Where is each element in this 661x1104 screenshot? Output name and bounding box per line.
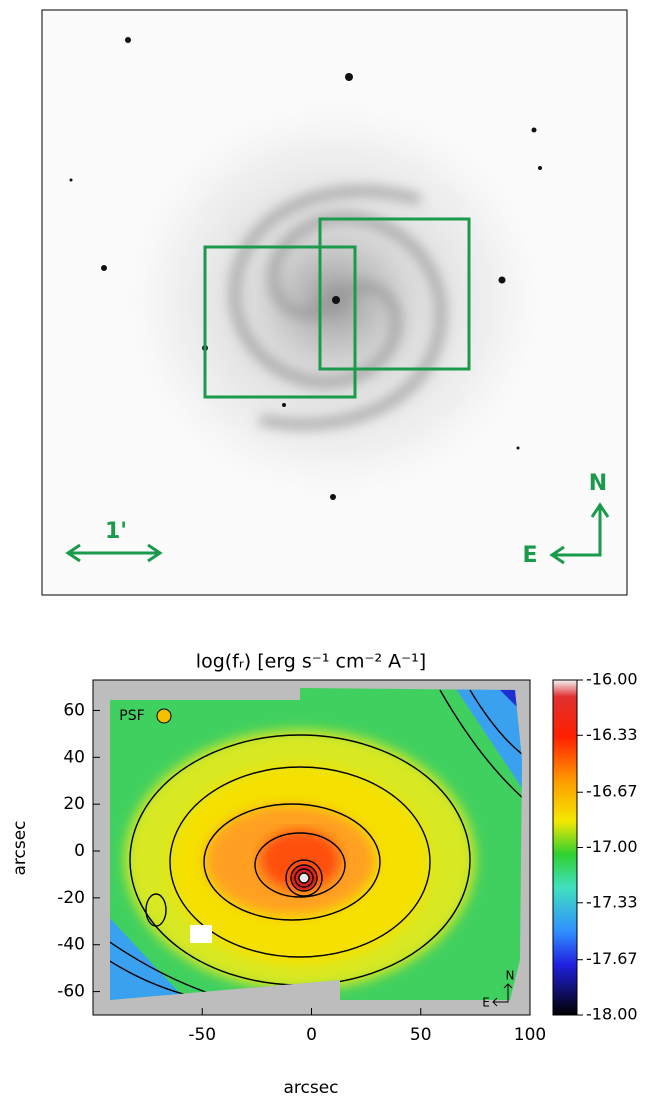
colorbar-tick-label: -17.00 xyxy=(586,837,638,856)
chart-title: log(fᵣ) [erg s⁻¹ cm⁻² A⁻¹] xyxy=(196,651,426,673)
colorbar-tick-label: -17.33 xyxy=(586,892,638,911)
x-tick-label: -50 xyxy=(188,1025,216,1045)
flux-map: PSF N E xyxy=(92,679,531,1016)
north-label: N xyxy=(589,471,607,496)
scale-label: 1' xyxy=(105,519,127,544)
colorbar-tick-label: -16.67 xyxy=(586,782,638,801)
colorbar-tick-label: -17.67 xyxy=(586,949,638,968)
y-tick-label: -20 xyxy=(57,888,85,908)
x-tick-label: 0 xyxy=(306,1025,317,1045)
y-tick-label: 20 xyxy=(63,794,85,814)
colorbar-tick-label: -16.33 xyxy=(586,725,638,744)
x-axis-label: arcsec xyxy=(283,1078,338,1098)
y-axis-label: arcsec xyxy=(10,820,30,875)
y-tick-label: -60 xyxy=(57,982,85,1002)
north-label: N xyxy=(506,969,515,983)
east-label: E xyxy=(522,543,537,568)
psf-label: PSF xyxy=(119,708,144,724)
colorbar-tick-label: -18.00 xyxy=(586,1005,638,1024)
x-tick-label: 50 xyxy=(410,1025,432,1045)
colorbar-tick-label: -16.00 xyxy=(586,670,638,689)
y-tick-label: -40 xyxy=(57,935,85,955)
y-tick-label: 60 xyxy=(63,700,85,720)
y-tick-label: 0 xyxy=(74,841,85,861)
x-tick-label: 100 xyxy=(514,1025,546,1045)
colorbar xyxy=(552,679,578,1016)
galaxy-image: 1' N E xyxy=(41,9,628,596)
east-label: E xyxy=(482,996,490,1010)
y-tick-label: 40 xyxy=(63,747,85,767)
